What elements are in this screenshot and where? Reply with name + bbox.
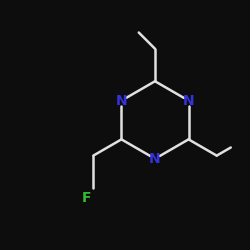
Text: F: F: [81, 190, 91, 204]
Text: N: N: [183, 94, 194, 108]
Text: N: N: [116, 94, 127, 108]
Text: N: N: [149, 152, 161, 166]
